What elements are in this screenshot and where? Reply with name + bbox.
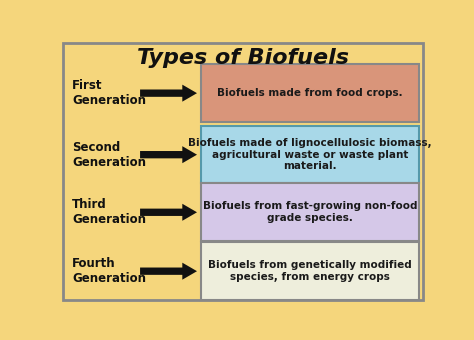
Polygon shape [140, 146, 197, 163]
FancyBboxPatch shape [63, 44, 423, 300]
FancyBboxPatch shape [201, 64, 419, 122]
Text: Types of Biofuels: Types of Biofuels [137, 48, 349, 68]
Polygon shape [140, 204, 197, 221]
FancyBboxPatch shape [201, 184, 419, 241]
Text: Biofuels made of lignocellulosic biomass,
agricultural waste or waste plant
mate: Biofuels made of lignocellulosic biomass… [188, 138, 432, 171]
Text: Third
Generation: Third Generation [72, 198, 146, 226]
Text: Biofuels from genetically modified
species, from energy crops: Biofuels from genetically modified speci… [208, 260, 412, 282]
Text: Biofuels made from food crops.: Biofuels made from food crops. [217, 88, 403, 98]
Text: Biofuels from fast-growing non-food
grade species.: Biofuels from fast-growing non-food grad… [203, 202, 417, 223]
Polygon shape [140, 85, 197, 102]
Polygon shape [140, 263, 197, 280]
Text: Second
Generation: Second Generation [72, 141, 146, 169]
FancyBboxPatch shape [201, 242, 419, 300]
FancyBboxPatch shape [201, 126, 419, 184]
Text: Fourth
Generation: Fourth Generation [72, 257, 146, 285]
Text: First
Generation: First Generation [72, 79, 146, 107]
